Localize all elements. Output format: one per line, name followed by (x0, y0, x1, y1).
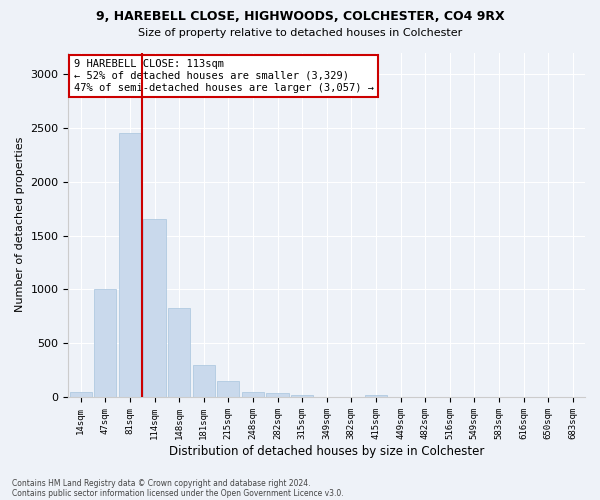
Bar (94, 290, 116, 397)
Y-axis label: Number of detached properties: Number of detached properties (15, 137, 25, 312)
Text: Size of property relative to detached houses in Colchester: Size of property relative to detached ho… (138, 28, 462, 38)
Bar (70, 392, 92, 397)
Bar (193, 364, 215, 397)
Text: 9 HAREBELL CLOSE: 113sqm
← 52% of detached houses are smaller (3,329)
47% of sem: 9 HAREBELL CLOSE: 113sqm ← 52% of detach… (74, 60, 374, 92)
Bar (143, 220, 166, 397)
Bar (242, 392, 264, 397)
Text: Contains public sector information licensed under the Open Government Licence v3: Contains public sector information licen… (12, 488, 344, 498)
Bar (266, 393, 289, 397)
Bar (217, 382, 239, 397)
Bar (291, 395, 313, 397)
Bar (365, 395, 387, 397)
X-axis label: Distribution of detached houses by size in Colchester: Distribution of detached houses by size … (169, 444, 484, 458)
Text: Contains HM Land Registry data © Crown copyright and database right 2024.: Contains HM Land Registry data © Crown c… (12, 478, 311, 488)
Bar (168, 308, 190, 397)
Bar (119, 133, 141, 397)
Text: 9, HAREBELL CLOSE, HIGHWOODS, COLCHESTER, CO4 9RX: 9, HAREBELL CLOSE, HIGHWOODS, COLCHESTER… (95, 10, 505, 23)
